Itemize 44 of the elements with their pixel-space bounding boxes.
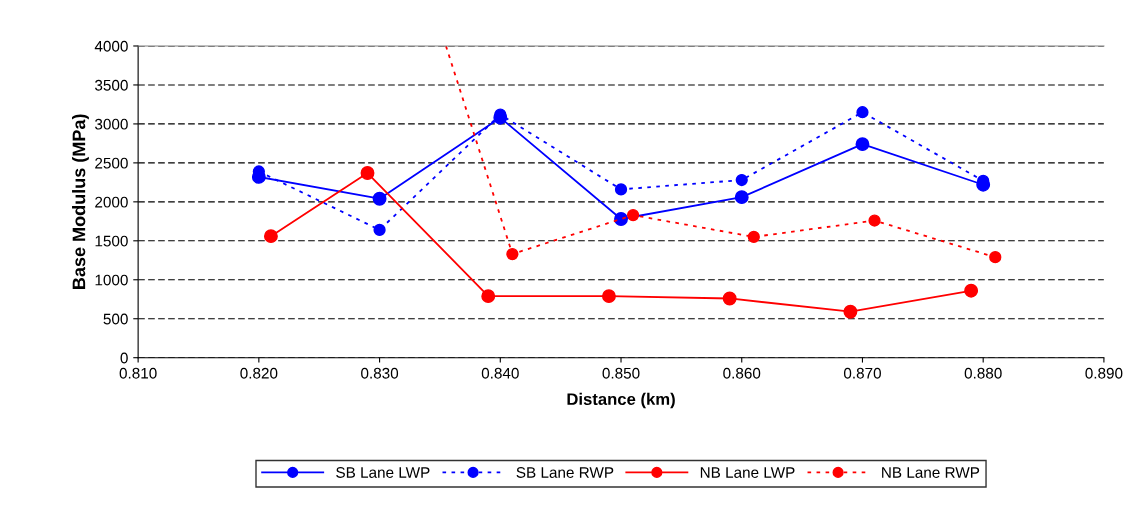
point xyxy=(747,230,760,244)
point xyxy=(614,212,628,226)
x-tick-label: 0.860 xyxy=(723,367,761,379)
x-tick-label: 0.850 xyxy=(602,367,640,379)
point xyxy=(722,291,737,306)
point xyxy=(506,247,519,261)
x-tick-label: 0.820 xyxy=(240,367,278,379)
y-tick-label: 1000 xyxy=(95,274,128,286)
point xyxy=(855,137,870,152)
x-axis-title: Distance (km) xyxy=(567,392,675,409)
legend-label: NB Lane LWP xyxy=(700,467,795,478)
y-tick-label: 2000 xyxy=(95,196,128,208)
point xyxy=(372,191,387,206)
point xyxy=(868,214,881,227)
legend-label: SB Lane LWP xyxy=(336,467,430,478)
x-tick-label: 0.890 xyxy=(1085,367,1123,379)
x-tick-label: 0.880 xyxy=(964,367,1002,379)
y-tick-label: 0 xyxy=(120,352,128,364)
point xyxy=(734,190,749,205)
point xyxy=(360,166,375,180)
point xyxy=(843,304,858,319)
y-tick-label: 1500 xyxy=(95,235,128,247)
point xyxy=(481,289,496,304)
point xyxy=(614,183,628,196)
x-tick-label: 0.840 xyxy=(481,367,519,379)
x-tick-label: 0.810 xyxy=(119,367,157,379)
point xyxy=(626,208,640,222)
point xyxy=(856,106,869,119)
y-tick-label: 3000 xyxy=(95,118,128,130)
y-tick-label: 500 xyxy=(103,313,128,325)
point xyxy=(964,283,979,298)
point xyxy=(989,251,1002,264)
point xyxy=(373,223,386,237)
legend-label: SB Lane RWP xyxy=(516,467,614,478)
y-tick-label: 3500 xyxy=(95,79,128,91)
legend-label: NB Lane RWP xyxy=(882,467,980,478)
y-tick-label: 2500 xyxy=(95,157,128,169)
point xyxy=(735,173,748,187)
x-tick-label: 0.830 xyxy=(361,367,399,379)
x-tick-label: 0.870 xyxy=(843,367,881,379)
point xyxy=(263,229,278,244)
point xyxy=(602,289,616,304)
y-tick-label: 4000 xyxy=(94,40,128,52)
y-axis-title: Base Modulus (MPa) xyxy=(72,114,89,289)
